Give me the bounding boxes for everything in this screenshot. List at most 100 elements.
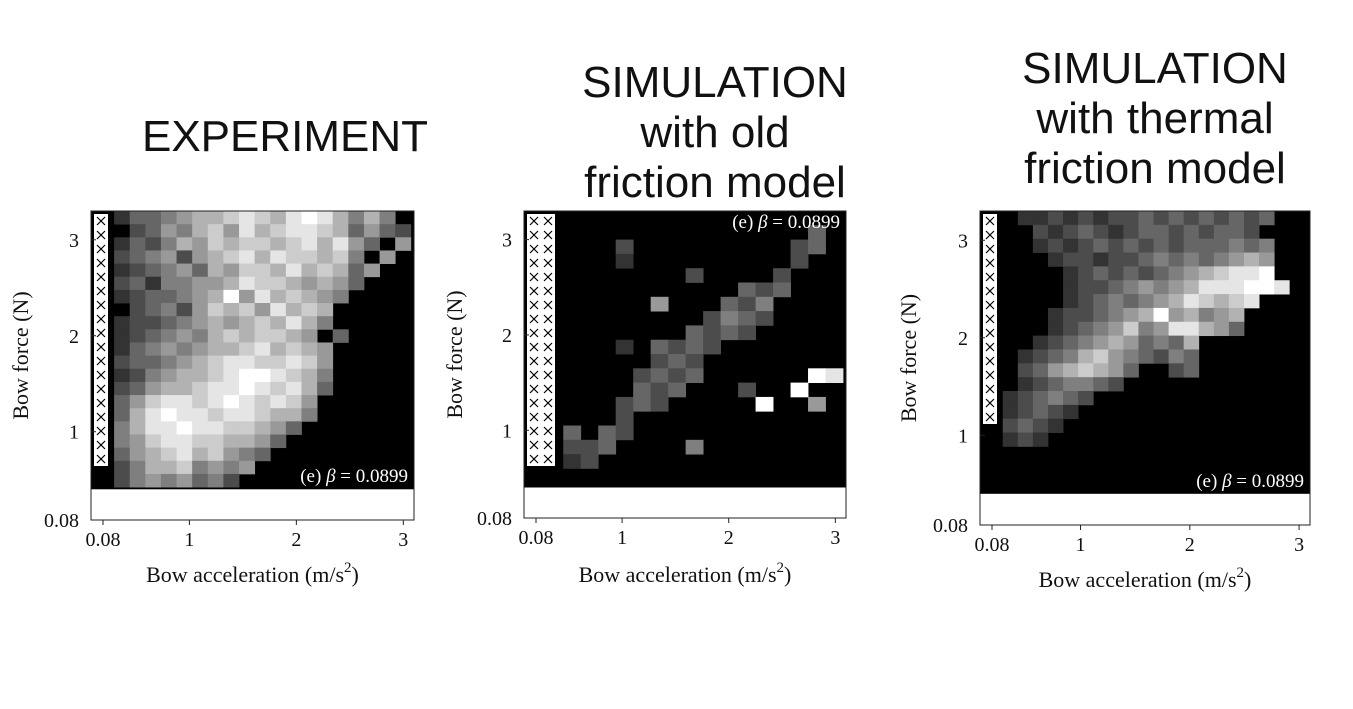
heatmap-cell [301,237,318,251]
heatmap-cell [1002,418,1019,433]
heatmap-cell [615,339,634,355]
heatmap-cell [738,311,756,326]
heatmap-cell [685,354,704,369]
heatmap-cell [1168,294,1185,309]
heatmap-cell [129,460,146,475]
heatmap-cell [129,355,146,370]
heatmap-cell [1078,224,1094,240]
excluded-x-mark [985,300,995,310]
heatmap-cell [223,434,240,449]
heatmap-cell [223,211,240,225]
heatmap-cell [1032,211,1049,226]
heatmap-cell [192,224,209,238]
heatmap-cell [129,250,146,264]
heatmap-cell [223,329,240,343]
heatmap-cell [301,263,318,278]
heatmap-cell [239,381,256,396]
x-tick-label: 0.08 [975,534,1010,556]
heatmap-cell [285,368,302,383]
title-line: friction model [584,158,846,207]
heatmap-cell [1228,280,1245,295]
x-tick-label: 2 [291,529,301,551]
heatmap-cell [379,250,396,264]
heatmap-cell [192,250,209,264]
heatmap-cell [160,355,177,370]
excluded-x-mark [985,286,995,296]
heatmap-cell [363,211,380,225]
heatmap-cell [223,237,240,251]
heatmap-cell [254,329,271,343]
heatmap-cell [332,211,349,225]
heatmap-cell [703,339,722,355]
excluded-x-mark [96,286,106,296]
excluded-x-mark [96,426,106,436]
heatmap-cell [254,224,271,238]
heatmap-cell [254,250,271,264]
excluded-x-mark [543,328,553,338]
heatmap-cell [738,296,756,312]
heatmap-cell [114,355,131,370]
heatmap-cell [1063,294,1079,309]
heatmap-cell [114,342,131,357]
heatmap-cell [192,237,209,251]
heatmap-cell [1153,349,1169,364]
excluded-x-mark [96,300,106,310]
heatmap-cell [1108,307,1124,323]
excluded-x-mark [529,440,539,450]
heatmap-cell [1228,294,1245,309]
heatmap-cell [738,282,756,298]
heatmap-cell [145,211,162,225]
heatmap-cell [239,460,256,475]
heatmap-cell [239,316,256,330]
heatmap-cell [145,237,162,251]
heatmap-cell [301,381,318,396]
heatmap-cell [254,263,271,278]
heatmap-cell [1168,266,1185,281]
heatmap-cell [1093,211,1109,226]
heatmap-cell [1123,321,1139,337]
heatmap-cell [1108,321,1124,337]
excluded-x-mark [96,356,106,366]
heatmap-cell [223,473,240,488]
heatmap-cell [1153,321,1169,337]
heatmap-cell [317,289,334,304]
heatmap-cell [239,355,256,370]
y-axis-label: Bow force (N) [442,290,467,418]
heatmap-cell [1047,418,1064,433]
heatmap-cell [192,303,209,317]
heatmap-cell [790,382,809,398]
heatmap-cell [285,355,302,370]
heatmap-cell [332,289,349,304]
heatmap-cell [1093,280,1109,295]
heatmap-cell [176,460,193,475]
excluded-x-mark [543,356,553,366]
heatmap-cell [270,381,287,396]
heatmap-cell [1078,211,1094,226]
excluded-x-mark [96,272,106,282]
heatmap-cell [1063,252,1079,267]
heatmap-cell [317,303,334,317]
heatmap-cell [160,447,177,462]
heatmap-cell [160,381,177,396]
heatmap-cell [176,447,193,462]
heatmap-cell [668,368,687,384]
heatmap-cell [1108,224,1124,240]
axes-frame [979,210,1311,526]
heatmap-cell [1078,349,1094,364]
heatmap-cell [1259,211,1275,226]
heatmap-cell [176,289,193,304]
heatmap-cell [773,268,791,283]
heatmap-cell [363,224,380,238]
heatmap-cell [685,368,704,384]
heatmap-cell [129,211,146,225]
heatmap-cell [207,237,224,251]
heatmap-cell [239,276,256,291]
excluded-x-mark [543,314,553,324]
heatmap-cell [1183,252,1200,267]
heatmap-cell [192,447,209,462]
heatmap-cell [1078,307,1094,323]
heatmap-cell [332,237,349,251]
heatmap-cell [114,473,131,488]
heatmap-cell [317,276,334,291]
